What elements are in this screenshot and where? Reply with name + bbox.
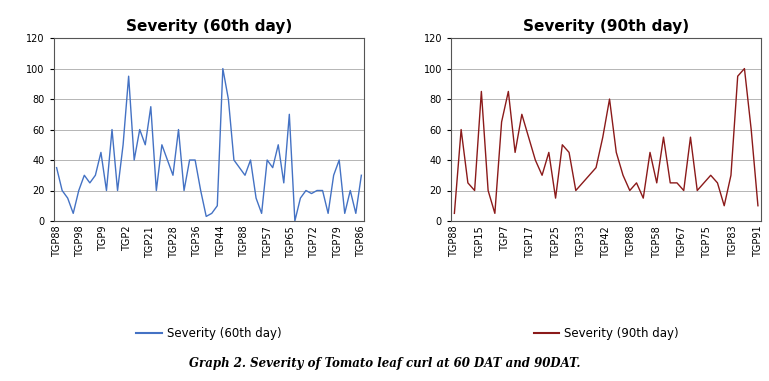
Legend: Severity (60th day): Severity (60th day) xyxy=(131,322,286,344)
Text: Graph 2. Severity of Tomato leaf curl at 60 DAT and 90DAT.: Graph 2. Severity of Tomato leaf curl at… xyxy=(188,357,581,370)
Title: Severity (90th day): Severity (90th day) xyxy=(523,19,689,34)
Legend: Severity (90th day): Severity (90th day) xyxy=(529,322,684,344)
Title: Severity (60th day): Severity (60th day) xyxy=(126,19,292,34)
